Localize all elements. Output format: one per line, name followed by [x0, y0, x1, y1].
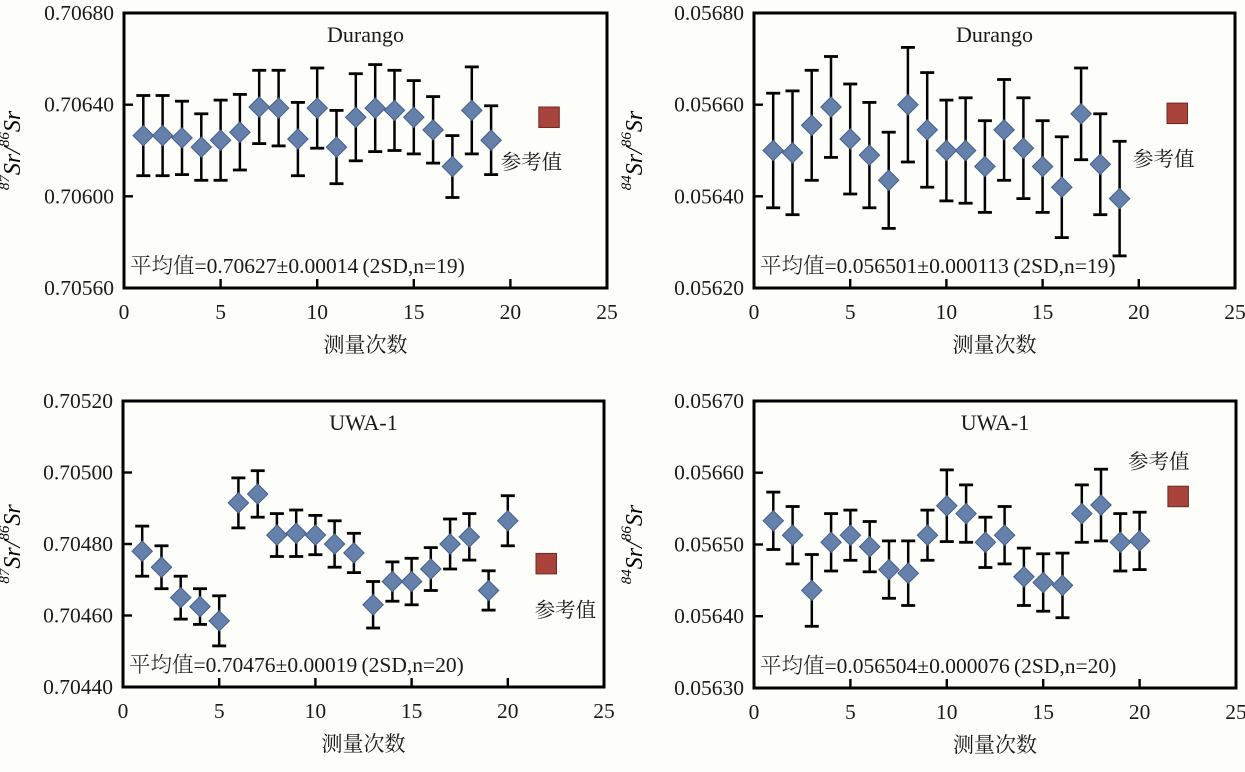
svg-text:15: 15 [401, 699, 423, 723]
svg-text:0.05660: 0.05660 [674, 461, 744, 485]
svg-text:UWA-1: UWA-1 [961, 410, 1029, 435]
svg-text:测量次数: 测量次数 [322, 728, 406, 758]
svg-text:0.70520: 0.70520 [43, 389, 113, 413]
svg-text:5: 5 [845, 700, 856, 724]
svg-text:10: 10 [306, 300, 328, 324]
svg-text:0.70500: 0.70500 [43, 461, 113, 485]
svg-text:25: 25 [1225, 700, 1245, 724]
svg-text:25: 25 [596, 300, 618, 324]
svg-text:0.70440: 0.70440 [43, 675, 113, 699]
svg-text:5: 5 [845, 300, 856, 324]
svg-text:Durango: Durango [956, 22, 1033, 47]
svg-text:参考值: 参考值 [1128, 444, 1190, 474]
svg-text:平均值=0.70627±0.00014 (2SD,n=19): 平均值=0.70627±0.00014 (2SD,n=19) [130, 249, 465, 280]
svg-text:0: 0 [119, 300, 130, 324]
svg-text:0.05680: 0.05680 [674, 1, 744, 25]
svg-text:0.70560: 0.70560 [44, 276, 114, 300]
svg-text:0.05640: 0.05640 [674, 184, 744, 208]
svg-text:10: 10 [305, 699, 327, 723]
svg-text:10: 10 [936, 300, 958, 324]
svg-text:UWA-1: UWA-1 [329, 410, 397, 435]
svg-text:0: 0 [749, 700, 760, 724]
svg-text:25: 25 [1224, 300, 1245, 324]
svg-text:0.05670: 0.05670 [674, 389, 744, 413]
svg-text:15: 15 [1032, 300, 1054, 324]
svg-text:20: 20 [500, 300, 522, 324]
svg-text:参考值: 参考值 [535, 593, 597, 623]
svg-text:测量次数: 测量次数 [953, 329, 1037, 359]
svg-text:15: 15 [403, 300, 425, 324]
svg-text:0.70480: 0.70480 [43, 532, 113, 556]
svg-text:20: 20 [497, 699, 519, 723]
svg-text:参考值: 参考值 [501, 145, 563, 175]
svg-text:0.70640: 0.70640 [44, 93, 114, 117]
svg-text:测量次数: 测量次数 [324, 329, 408, 359]
svg-text:测量次数: 测量次数 [953, 729, 1037, 759]
svg-text:10: 10 [936, 700, 958, 724]
svg-text:0.05620: 0.05620 [674, 276, 744, 300]
svg-text:15: 15 [1032, 700, 1054, 724]
svg-text:0.05630: 0.05630 [674, 676, 744, 700]
svg-text:20: 20 [1129, 700, 1151, 724]
svg-text:0: 0 [749, 300, 760, 324]
svg-text:参考值: 参考值 [1133, 142, 1195, 172]
svg-text:25: 25 [593, 699, 615, 723]
svg-text:Durango: Durango [327, 22, 404, 47]
svg-text:0: 0 [118, 699, 129, 723]
svg-text:5: 5 [214, 699, 225, 723]
svg-text:0.70680: 0.70680 [44, 1, 114, 25]
svg-text:0.70460: 0.70460 [43, 604, 113, 628]
svg-text:5: 5 [215, 300, 226, 324]
svg-text:平均值=0.056501±0.000113 (2SD,n=1: 平均值=0.056501±0.000113 (2SD,n=19) [760, 249, 1116, 280]
svg-text:平均值=0.70476±0.00019 (2SD,n=20): 平均值=0.70476±0.00019 (2SD,n=20) [129, 648, 464, 679]
svg-text:0.05650: 0.05650 [674, 533, 744, 557]
svg-text:0.05640: 0.05640 [674, 604, 744, 628]
svg-text:0.70600: 0.70600 [44, 184, 114, 208]
svg-text:平均值=0.056504±0.000076 (2SD,n=2: 平均值=0.056504±0.000076 (2SD,n=20) [760, 649, 1116, 680]
svg-text:20: 20 [1128, 300, 1150, 324]
svg-text:0.05660: 0.05660 [674, 93, 744, 117]
